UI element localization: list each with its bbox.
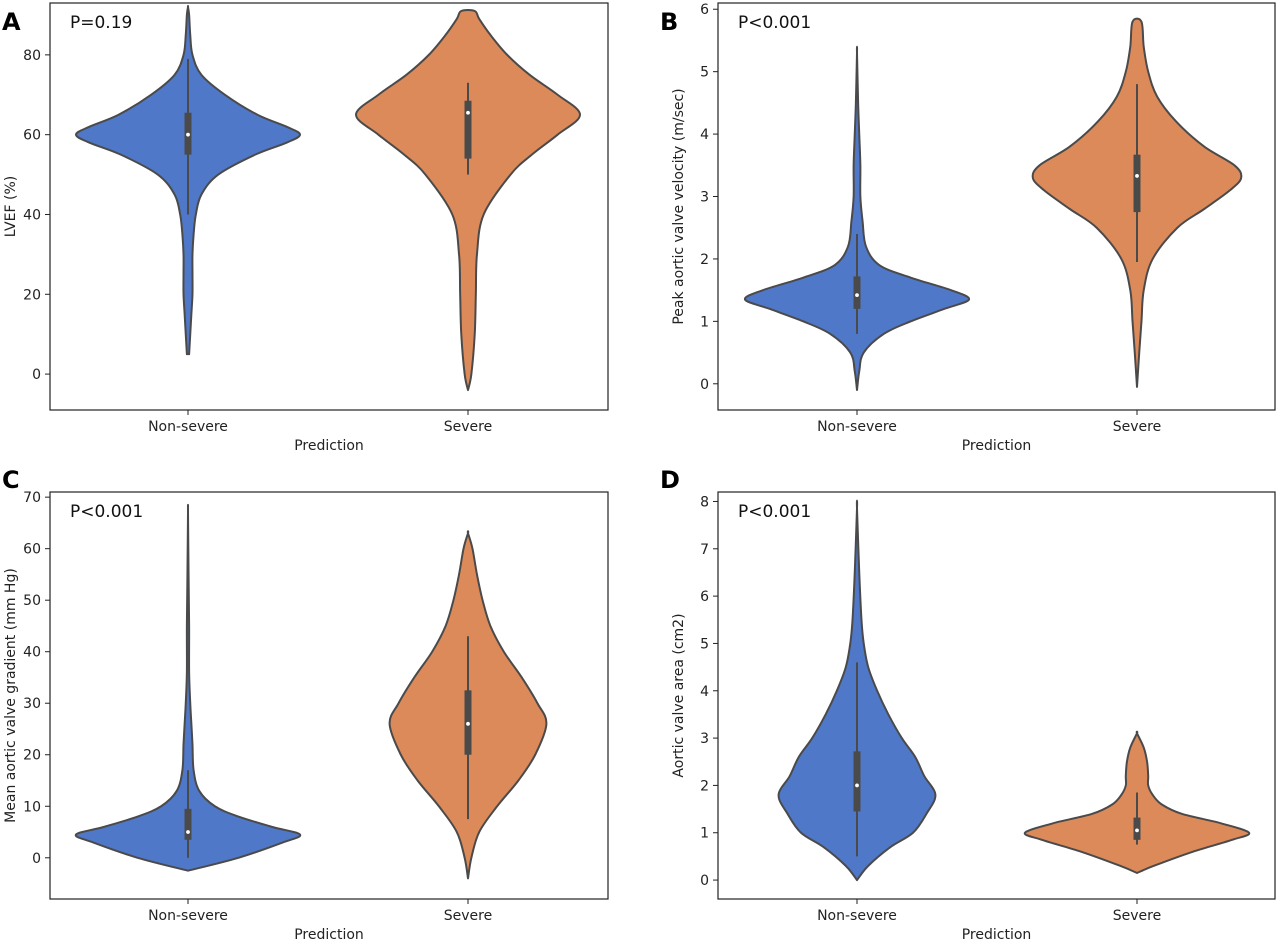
violin-severe (355, 8, 581, 392)
y-tick-label: 20 (23, 287, 41, 303)
panel-b: B 0 1 2 3 4 5 6 Non-severe Severe Prediction Peak a… (660, 2, 1276, 454)
x-tick-label: Severe (1113, 908, 1161, 924)
y-tick-label: 5 (700, 636, 709, 652)
y-tick-label: 10 (23, 799, 41, 815)
y-tick-label: 70 (23, 490, 41, 506)
plot-frame (49, 2, 609, 411)
violin-non-severe (743, 45, 971, 392)
violin-non-severe (75, 4, 301, 356)
y-tick-label: 0 (700, 377, 709, 393)
violin-median-dot (466, 721, 470, 726)
y-tick-label: 40 (23, 207, 41, 223)
y-axis-label: Peak aortic valve velocity (m/sec) (671, 88, 687, 324)
violin-median-dot (855, 293, 859, 298)
x-axis-label: Prediction (294, 927, 364, 942)
violin-non-severe (74, 503, 302, 872)
x-axis-label: Prediction (962, 927, 1032, 942)
y-tick-label: 2 (700, 778, 709, 794)
plot-frame (717, 2, 1276, 411)
panel-letter: B (660, 8, 678, 36)
panel-letter: A (2, 8, 21, 36)
y-tick-label: 50 (23, 593, 41, 609)
y-tick-label: 0 (700, 873, 709, 889)
violin-median-dot (186, 132, 190, 137)
y-tick-label: 6 (700, 589, 709, 605)
panel-letter: C (2, 466, 20, 494)
y-tick-label: 1 (700, 826, 709, 842)
y-axis-label: Mean aortic valve gradient (mm Hg) (3, 568, 19, 823)
violin-median-dot (186, 830, 190, 834)
y-tick-label: 30 (23, 696, 41, 712)
y-tick-label: 1 (700, 314, 709, 330)
x-tick-label: Severe (1113, 419, 1161, 435)
violin-iqr-box (184, 808, 192, 840)
x-axis-label: Prediction (294, 438, 364, 454)
y-tick-label: 20 (23, 748, 41, 764)
violin-iqr-box (1133, 154, 1141, 213)
y-tick-label: 4 (700, 127, 709, 143)
violin-iqr-box (853, 751, 861, 812)
y-axis-label: Aortic valve area (cm2) (671, 613, 687, 777)
y-tick-label: 4 (700, 684, 709, 700)
x-tick-label: Non-severe (148, 419, 228, 435)
y-tick-label: 8 (700, 494, 709, 510)
violin-severe (1023, 730, 1251, 874)
panel-c: C 0 10 20 30 40 50 60 70 Non-severe Severe Predicti… (2, 466, 609, 942)
violin-iqr-box (853, 276, 861, 309)
violin-non-severe (777, 499, 937, 882)
y-tick-label: 0 (32, 367, 41, 383)
p-value-annotation: P<0.001 (738, 13, 811, 33)
violin-body (74, 503, 302, 872)
violin-median-dot (466, 110, 470, 115)
violin-median-dot (1135, 174, 1139, 178)
y-tick-label: 80 (23, 48, 41, 64)
p-value-annotation: P=0.19 (70, 13, 132, 33)
y-tick-label: 40 (23, 645, 41, 661)
violin-median-dot (855, 783, 859, 788)
violin-severe (1031, 17, 1243, 388)
panel-a: A 0 20 40 60 80 Non-severe Severe Prediction LVEF… (2, 2, 609, 454)
y-tick-label: 60 (23, 542, 41, 558)
x-tick-label: Non-severe (817, 908, 897, 924)
violin-median-dot (1135, 828, 1139, 833)
x-tick-label: Non-severe (148, 908, 228, 924)
y-tick-label: 3 (700, 190, 709, 206)
y-tick-label: 5 (700, 65, 709, 81)
panel-d: D 0 1 2 3 4 5 6 7 8 Non-severe Severe Prediction Aort… (660, 466, 1276, 942)
plot-frame (49, 491, 609, 900)
y-tick-label: 6 (700, 2, 709, 18)
x-tick-label: Non-severe (817, 419, 897, 435)
y-tick-label: 0 (32, 851, 41, 867)
p-value-annotation: P<0.001 (70, 502, 143, 522)
violin-body (355, 8, 581, 392)
panel-letter: D (660, 466, 680, 494)
violin-iqr-box (464, 100, 472, 159)
x-axis-label: Prediction (962, 438, 1032, 454)
p-value-annotation: P<0.001 (738, 502, 811, 522)
y-tick-label: 7 (700, 542, 709, 558)
y-axis-label: LVEF (%) (3, 176, 19, 237)
x-tick-label: Severe (444, 419, 492, 435)
plot-frame (717, 491, 1276, 900)
y-tick-label: 60 (23, 128, 41, 144)
y-tick-label: 3 (700, 731, 709, 747)
y-tick-label: 2 (700, 252, 709, 268)
violin-severe (388, 530, 548, 880)
violin-body (743, 45, 971, 392)
x-tick-label: Severe (444, 908, 492, 924)
